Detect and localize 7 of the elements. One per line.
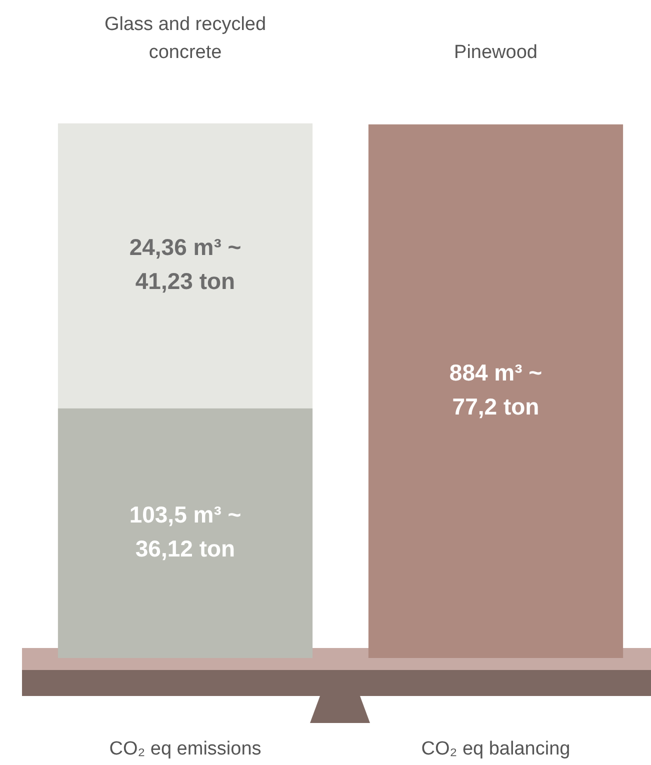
data-label: 884 m³ ~ 77,2 ton — [449, 360, 542, 420]
x-tick-label: CO₂ eq balancing — [421, 738, 570, 760]
data-label: 24,36 m³ ~ 41,23 ton — [129, 234, 242, 294]
text: Glass and recycled concrete — [104, 14, 266, 63]
text: Pinewood — [454, 42, 538, 63]
x-tick-label: CO₂ eq emissions — [109, 738, 262, 760]
data-label: 103,5 m³ ~ 36,12 ton — [129, 502, 242, 562]
